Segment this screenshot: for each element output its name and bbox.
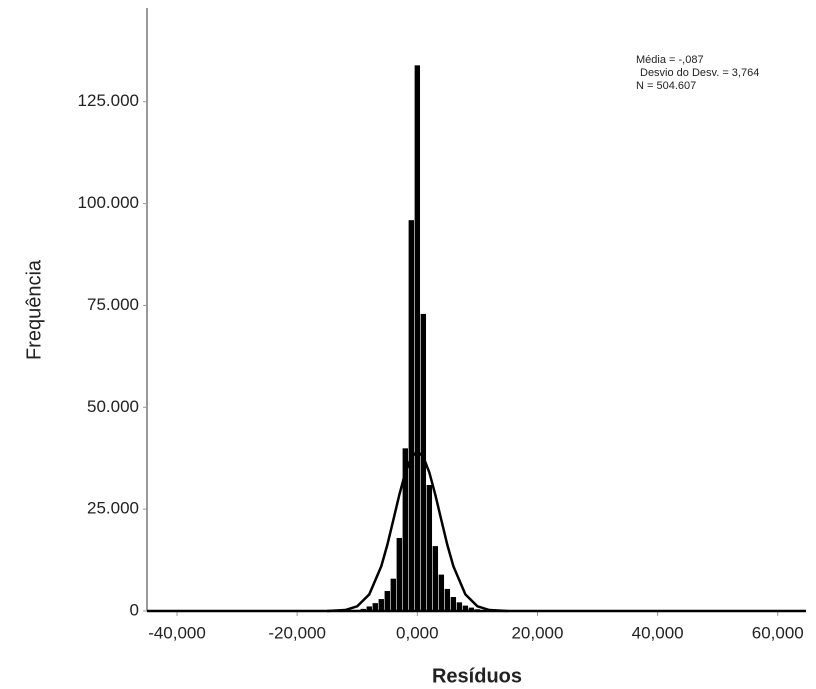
y-tick-label: 125.000: [78, 91, 139, 110]
bar: [450, 596, 457, 612]
bar: [414, 64, 421, 612]
bar: [408, 219, 415, 612]
stats-text: Desvio do Desv. = 3,764: [640, 67, 759, 79]
bar: [377, 598, 385, 612]
x-tick-label: 20,000: [511, 623, 563, 642]
bar: [389, 578, 397, 612]
stats-text: N = 504.607: [636, 80, 696, 92]
x-tick-label: -40,000: [148, 623, 206, 642]
bar: [438, 574, 445, 612]
y-tick-label: 100.000: [78, 193, 139, 212]
y-tick-label: 25.000: [87, 499, 139, 518]
bar: [432, 545, 439, 612]
y-tick-label: 75.000: [87, 295, 139, 314]
bar: [444, 588, 451, 612]
x-tick-label: -20,000: [268, 623, 326, 642]
y-tick-label: 0: [130, 600, 139, 619]
x-tick-label: 0,000: [396, 623, 439, 642]
normal-curve: [327, 449, 508, 613]
y-axis-title: Frequência: [23, 259, 45, 360]
x-tick-label: 60,000: [752, 623, 804, 642]
x-axis-title: Resíduos: [432, 665, 522, 687]
bar: [383, 590, 391, 612]
bar: [426, 484, 433, 612]
x-tick-label: 40,000: [632, 623, 684, 642]
bar: [396, 537, 403, 612]
bar: [456, 601, 463, 612]
y-tick-label: 50.000: [87, 397, 139, 416]
stats-text: Média = -,087: [636, 54, 704, 66]
